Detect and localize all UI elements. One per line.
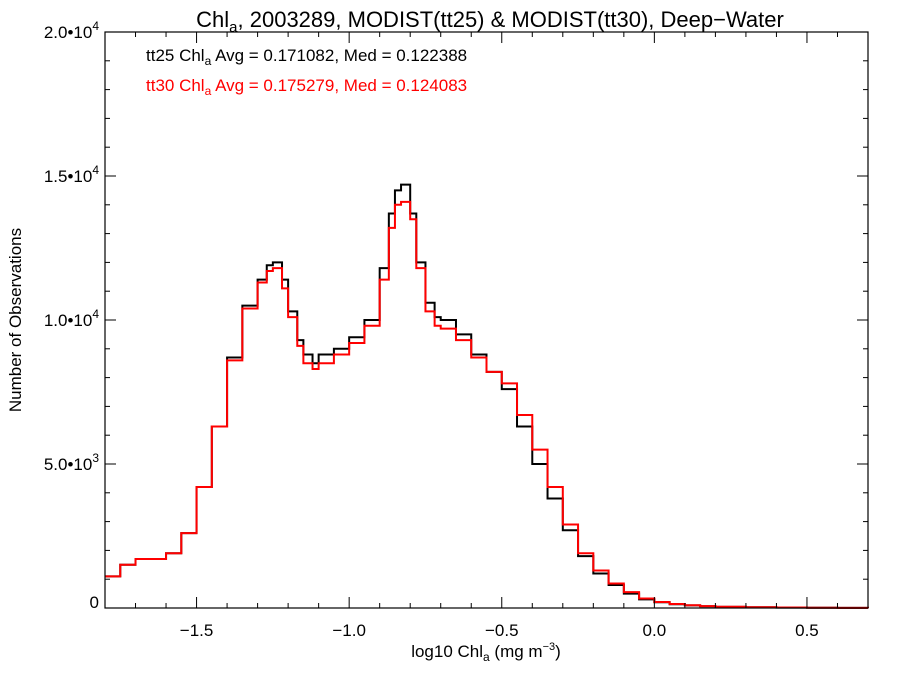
chart-title-prefix: Chl: [196, 7, 229, 32]
x-axis-label-superscript: −3: [543, 641, 556, 653]
annotation-tt30-subscript: a: [205, 84, 212, 98]
series-tt30-line: [105, 200, 869, 609]
x-tick-label: −1.0: [332, 621, 366, 640]
series-layer: [105, 183, 869, 609]
y-tick-label: 0: [90, 593, 99, 612]
x-axis-label-mid: (mg m: [490, 642, 543, 661]
y-tick-label: 2.0•104: [44, 19, 100, 42]
x-tick-label: 0.0: [643, 621, 667, 640]
y-tick-label: 1.5•104: [44, 163, 100, 186]
annotation-tt25-post: Avg = 0.171082, Med = 0.122388: [211, 46, 467, 65]
annotation-tt30-pre: tt30 Chl: [146, 76, 205, 95]
tick-label-layer: −1.5 −1.0 −0.5 0.0 0.5 0 5.0•103 1.0•104 1.5•104…: [44, 19, 819, 640]
annotation-tt25-subscript: a: [205, 54, 212, 68]
y-axis-label: Number of Observations: [6, 228, 25, 412]
x-tick-label: −0.5: [485, 621, 519, 640]
annotation-tt25-pre: tt25 Chl: [146, 46, 205, 65]
annotation-tt25: tt25 Chla Avg = 0.171082, Med = 0.122388: [146, 46, 467, 68]
y-tick-label: 1.0•104: [44, 307, 100, 330]
x-axis-label-suffix: ): [555, 642, 561, 661]
chart-title: Chla, 2003289, MODIST(tt25) & MODIST(tt3…: [196, 7, 784, 36]
x-axis-label-prefix: log10 Chl: [411, 642, 483, 661]
annotation-tt30-post: Avg = 0.175279, Med = 0.124083: [211, 76, 467, 95]
x-axis-label-subscript: a: [483, 650, 490, 664]
x-tick-label: 0.5: [795, 621, 819, 640]
axes-layer: [104, 31, 869, 609]
annotation-tt30: tt30 Chla Avg = 0.175279, Med = 0.124083: [146, 76, 467, 98]
x-tick-label: −1.5: [180, 621, 214, 640]
y-tick-label: 5.0•103: [44, 451, 100, 474]
x-axis-label: log10 Chla (mg m−3): [411, 641, 561, 664]
chart-title-subscript: a: [229, 19, 238, 36]
chart-title-rest: , 2003289, MODIST(tt25) & MODIST(tt30), …: [238, 7, 784, 32]
